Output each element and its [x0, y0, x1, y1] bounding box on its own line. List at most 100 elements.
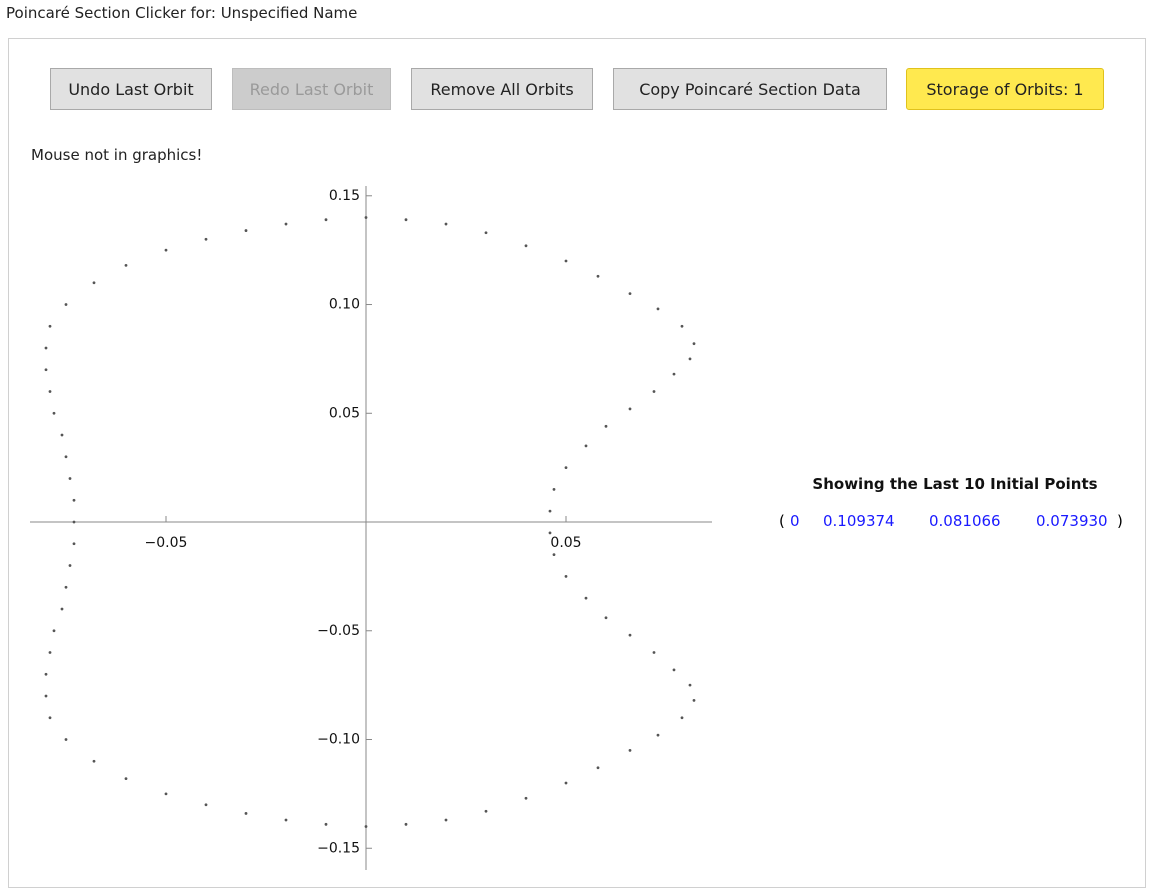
y-tick-label: −0.15 — [317, 840, 360, 856]
orbit-point — [244, 229, 248, 232]
orbit-point — [72, 542, 76, 546]
orbit-point — [44, 368, 48, 372]
x-tick-label: 0.05 — [550, 535, 581, 551]
orbit-point — [628, 407, 632, 411]
orbit-point — [64, 585, 68, 589]
orbit-point — [628, 748, 632, 752]
orbit-point — [484, 809, 488, 813]
orbit-point — [524, 796, 528, 800]
orbit-point — [68, 477, 72, 480]
button[interactable]: Undo Last Orbit — [50, 68, 212, 110]
point-value: 0.081066 — [929, 512, 1001, 530]
orbit-point — [628, 633, 632, 637]
orbit-point — [204, 803, 208, 807]
orbit-point — [484, 231, 488, 235]
button[interactable]: Storage of Orbits: 1 — [906, 68, 1104, 110]
orbit-point — [60, 607, 64, 611]
orbit-point — [364, 216, 368, 219]
button: Redo Last Orbit — [232, 68, 391, 110]
y-tick-label: −0.10 — [317, 732, 360, 748]
orbit-point — [672, 668, 676, 672]
orbit-point — [604, 616, 608, 620]
paren: ) — [1117, 512, 1123, 530]
orbit-point — [444, 222, 448, 226]
orbit-point — [604, 424, 608, 428]
orbit-point — [564, 574, 568, 578]
orbit-point — [124, 777, 128, 781]
orbit-point — [552, 553, 556, 557]
orbit-point — [52, 629, 56, 633]
orbit-point — [204, 237, 208, 241]
orbit-point — [564, 781, 568, 785]
orbit-point — [164, 792, 168, 796]
orbit-point — [404, 822, 408, 826]
orbit-point — [404, 218, 408, 222]
orbit-point — [680, 716, 684, 720]
orbit-point — [596, 766, 600, 770]
orbit-point — [524, 244, 528, 248]
status-text: Mouse not in graphics! — [31, 146, 203, 164]
x-tick-label: −0.05 — [145, 535, 188, 551]
orbit-point — [68, 564, 72, 567]
orbit-point — [164, 248, 168, 252]
orbit-point — [284, 818, 288, 822]
orbit-point — [552, 487, 556, 491]
panel — [8, 38, 1146, 888]
orbit-point — [692, 698, 696, 702]
orbit-point — [680, 324, 684, 328]
orbit-point — [444, 818, 448, 822]
orbit-point — [64, 738, 68, 741]
orbit-point — [324, 218, 328, 222]
orbit-point — [564, 259, 568, 263]
button[interactable]: Copy Poincaré Section Data — [613, 68, 887, 110]
orbit-point — [44, 672, 48, 676]
orbit-point — [64, 455, 68, 459]
orbit-point — [584, 444, 588, 448]
y-tick-label: 0.05 — [329, 405, 360, 421]
y-tick-label: 0.15 — [329, 188, 360, 204]
orbit-point — [364, 825, 368, 828]
orbit-point — [652, 390, 656, 393]
orbit-point — [692, 342, 696, 346]
orbit-point — [596, 274, 600, 278]
orbit-point — [64, 303, 68, 306]
button[interactable]: Remove All Orbits — [411, 68, 593, 110]
orbit-point — [672, 372, 676, 376]
y-tick-label: −0.05 — [317, 623, 360, 639]
orbit-point — [652, 651, 656, 654]
orbit-point — [688, 683, 692, 687]
orbit-point — [656, 307, 660, 311]
y-tick-label: 0.10 — [329, 297, 360, 313]
orbit-point — [548, 509, 552, 513]
orbit-point — [72, 520, 76, 524]
orbit-point — [48, 651, 52, 654]
orbit-point — [688, 357, 692, 361]
orbit-point — [564, 466, 568, 470]
point-value: 0.109374 — [823, 512, 895, 530]
orbit-point — [92, 759, 96, 763]
orbit-point — [324, 822, 328, 826]
orbit-point — [48, 324, 52, 328]
orbit-point — [656, 733, 660, 737]
orbit-point — [124, 263, 128, 267]
orbit-point — [284, 222, 288, 226]
paren: ( — [779, 512, 785, 530]
orbit-point — [628, 292, 632, 296]
orbit-point — [584, 596, 588, 600]
orbit-point — [44, 694, 48, 698]
orbit-point — [48, 716, 52, 720]
orbit-point — [48, 390, 52, 393]
window-title: Poincaré Section Clicker for: Unspecifie… — [6, 4, 358, 22]
point-value: 0.073930 — [1036, 512, 1108, 530]
point-value: 0 — [790, 512, 800, 530]
orbit-point — [44, 346, 48, 350]
initial-points-heading: Showing the Last 10 Initial Points — [812, 475, 1098, 493]
orbit-point — [60, 433, 64, 437]
orbit-point — [548, 531, 552, 535]
orbit-point — [92, 281, 96, 285]
orbit-point — [244, 812, 248, 815]
orbit-point — [72, 498, 76, 502]
orbit-point — [52, 411, 56, 415]
